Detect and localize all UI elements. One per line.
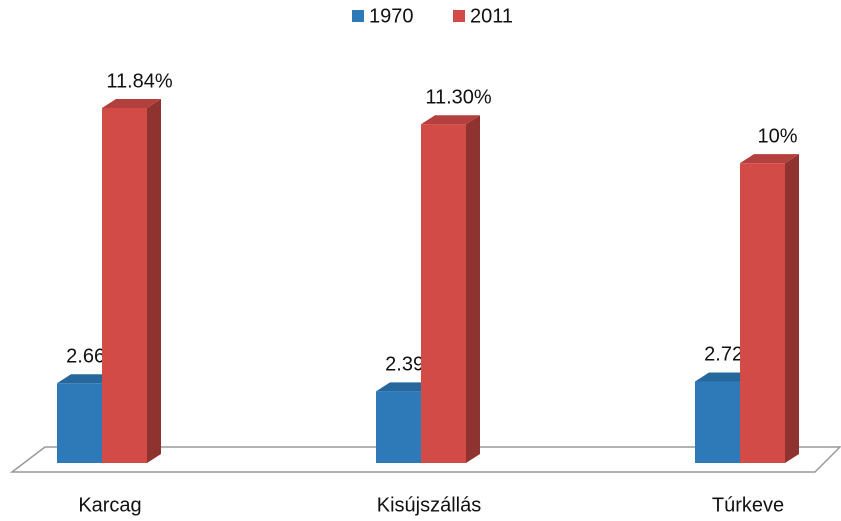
- data-label: 10%: [757, 125, 797, 147]
- legend-swatch: [453, 10, 465, 22]
- bar-top: [57, 374, 116, 384]
- bar-front: [421, 124, 466, 463]
- bar-side: [785, 154, 799, 463]
- bar-top: [421, 115, 480, 125]
- bar-top: [695, 372, 754, 382]
- bar-front: [695, 381, 740, 463]
- x-tick-label: Kisújszállás: [377, 494, 481, 516]
- bar-front: [102, 108, 147, 463]
- legend-label: 2011: [470, 5, 513, 27]
- bar-front: [740, 163, 785, 463]
- bar: [740, 154, 799, 463]
- bar-front: [57, 383, 102, 463]
- bar: [421, 115, 480, 463]
- bar-front: [376, 391, 421, 463]
- legend-swatch: [352, 10, 364, 22]
- x-tick-label: Karcag: [78, 494, 141, 516]
- bar-side: [466, 115, 480, 463]
- x-tick-label: Túrkeve: [712, 494, 784, 516]
- legend-label: 1970: [369, 5, 414, 27]
- data-label: 11.84%: [106, 70, 173, 92]
- bar-top: [102, 99, 161, 108]
- bar: [102, 99, 161, 463]
- bar-side: [147, 99, 161, 463]
- bar-top: [376, 382, 435, 392]
- data-label: 11.30%: [425, 86, 492, 108]
- bar-top: [740, 154, 799, 164]
